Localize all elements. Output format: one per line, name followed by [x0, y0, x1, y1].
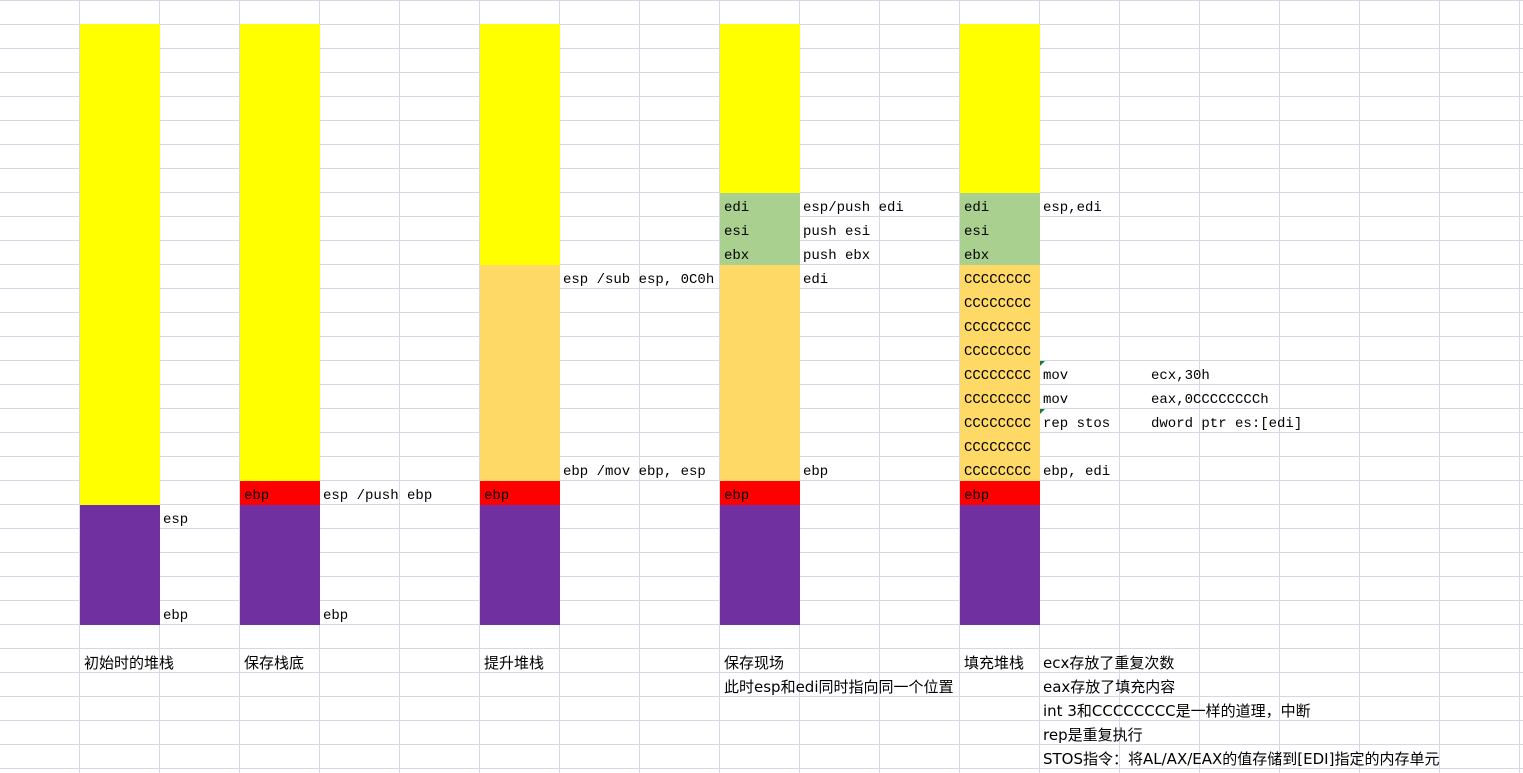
- comment-marker-icon: [1040, 409, 1045, 414]
- col3-mov-note: ebp /mov ebp, esp: [563, 464, 706, 480]
- col1-caller-frame: [80, 505, 160, 625]
- col5-instr3-arg: dword ptr es:[edi]: [1151, 416, 1303, 432]
- col5-fill-cell: CCCCCCCC: [964, 440, 1032, 456]
- col2-ebp-label: ebp: [323, 608, 349, 624]
- col4-reg-ebx: ebx: [724, 248, 750, 264]
- col2-caller-frame: [240, 505, 320, 625]
- note-ecx: ecx存放了重复次数: [1043, 654, 1175, 672]
- col5-fill-cell: CCCCCCCC: [964, 368, 1032, 384]
- col2-saved-ebp: [240, 481, 320, 505]
- col3-caller-frame: [480, 505, 560, 625]
- col4-ebp-cell-label: ebp: [724, 488, 750, 504]
- col5-instr2-arg: eax,0CCCCCCCCh: [1151, 392, 1269, 408]
- col5-instr2-op: mov: [1043, 392, 1069, 408]
- col3-saved-ebp: [480, 481, 560, 505]
- comment-marker-icon: [1040, 361, 1045, 366]
- col5-reg-ebx: ebx: [964, 248, 990, 264]
- col5-fill-cell: CCCCCCCC: [964, 344, 1032, 360]
- col5-fill-cell: CCCCCCCC: [964, 296, 1032, 312]
- col5-saved-ebp: [960, 481, 1040, 505]
- col5-fill-cell: CCCCCCCC: [964, 392, 1032, 408]
- col5-fill-cell: CCCCCCCC: [964, 272, 1032, 288]
- col2-ebp-cell-label: ebp: [244, 488, 270, 504]
- note-rep: rep是重复执行: [1043, 726, 1143, 744]
- col3-stack-upper: [480, 24, 560, 265]
- note-int3: int 3和CCCCCCCC是一样的道理，中断: [1043, 702, 1311, 720]
- col3-ebp-cell-label: ebp: [484, 488, 510, 504]
- note-stos: STOS指令：将AL/AX/EAX的值存储到[EDI]指定的内存单元: [1043, 750, 1440, 768]
- col5-instr3-op: rep stos: [1043, 416, 1111, 432]
- col4-ebp-label: ebp: [803, 464, 829, 480]
- col4-push-edi-note: esp/push edi: [803, 200, 904, 216]
- col5-filled-space: [960, 265, 1040, 481]
- col5-caption: 填充堆栈: [964, 654, 1025, 672]
- col1-caption: 初始时的堆栈: [84, 654, 175, 672]
- col2-stack-upper: [240, 24, 320, 481]
- col4-reg-esi: esi: [724, 224, 750, 240]
- col5-instr1-arg: ecx,30h: [1151, 368, 1210, 384]
- col5-fill-cell: CCCCCCCC: [964, 464, 1032, 480]
- col1-ebp-label: ebp: [163, 608, 189, 624]
- col4-saved-ebp: [720, 481, 800, 505]
- col5-ebp-edi-label: ebp, edi: [1043, 464, 1111, 480]
- col5-stack-upper: [960, 24, 1040, 193]
- col5-instr1-op: mov: [1043, 368, 1069, 384]
- col4-saved-regs: [720, 193, 800, 265]
- col4-reg-edi: edi: [724, 200, 750, 216]
- col5-saved-regs: [960, 193, 1040, 265]
- col2-caption: 保存栈底: [244, 654, 305, 672]
- col4-frame-space: [720, 265, 800, 481]
- col5-ebp-cell-label: ebp: [964, 488, 990, 504]
- col3-caption: 提升堆栈: [484, 654, 545, 672]
- col3-sub-note: esp /sub esp, 0C0h: [563, 272, 715, 288]
- col4-stack-upper: [720, 24, 800, 193]
- col1-stack-upper: [80, 24, 160, 505]
- col5-reg-edi: edi: [964, 200, 990, 216]
- note-eax: eax存放了填充内容: [1043, 678, 1176, 696]
- col4-push-ebx-note: push ebx: [803, 248, 871, 264]
- col4-edi-label: edi: [803, 272, 829, 288]
- col2-push-note: esp /push ebp: [323, 488, 433, 504]
- col4-push-esi-note: push esi: [803, 224, 871, 240]
- col5-fill-cell: CCCCCCCC: [964, 416, 1032, 432]
- col4-caption: 保存现场: [724, 654, 785, 672]
- col4-note: 此时esp和edi同时指向同一个位置: [724, 678, 954, 696]
- col4-caller-frame: [720, 505, 800, 625]
- col3-frame-space: [480, 265, 560, 481]
- col5-reg-esi: esi: [964, 224, 990, 240]
- col5-caller-frame: [960, 505, 1040, 625]
- col5-fill-cell: CCCCCCCC: [964, 320, 1032, 336]
- col5-esp-edi-label: esp,edi: [1043, 200, 1102, 216]
- col1-esp-label: esp: [163, 512, 189, 528]
